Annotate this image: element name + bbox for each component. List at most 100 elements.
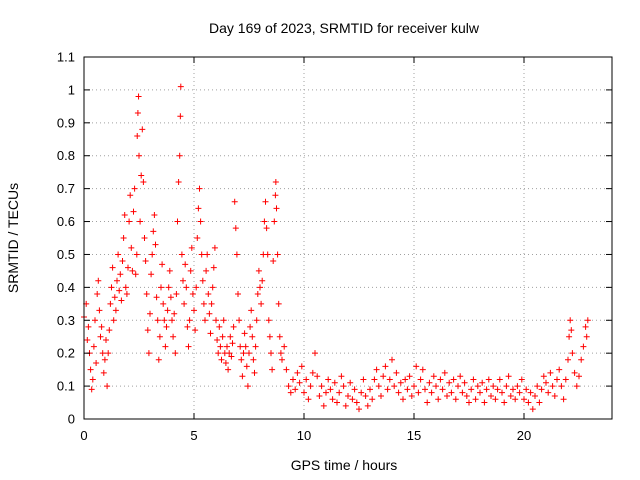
data-point xyxy=(240,350,247,357)
data-point xyxy=(298,363,305,370)
data-point xyxy=(192,327,199,334)
data-point xyxy=(353,399,360,406)
data-point xyxy=(479,379,486,386)
data-point xyxy=(219,333,226,340)
data-point xyxy=(494,386,501,393)
x-tick-label: 0 xyxy=(80,428,87,443)
data-point xyxy=(558,383,565,390)
data-point xyxy=(250,356,257,363)
data-point xyxy=(222,360,229,367)
data-point xyxy=(360,376,367,383)
data-point xyxy=(202,317,208,324)
data-point xyxy=(156,333,163,340)
data-point xyxy=(503,383,510,390)
data-point xyxy=(235,290,241,297)
data-point xyxy=(424,399,431,406)
data-point xyxy=(428,389,435,396)
data-point xyxy=(364,402,371,409)
data-point xyxy=(229,340,236,347)
data-point xyxy=(318,383,325,390)
data-point xyxy=(232,225,239,232)
data-point xyxy=(545,389,552,396)
data-point xyxy=(518,376,525,383)
data-point xyxy=(490,383,497,390)
data-point xyxy=(177,83,184,90)
data-point xyxy=(98,323,105,330)
data-point xyxy=(238,356,245,363)
data-point xyxy=(342,402,349,409)
data-point xyxy=(126,218,133,225)
data-point xyxy=(525,399,532,406)
data-point xyxy=(246,350,252,357)
data-point xyxy=(389,356,395,363)
data-point xyxy=(211,244,218,251)
data-point xyxy=(87,366,94,373)
data-point xyxy=(153,294,160,301)
data-point xyxy=(129,267,136,274)
data-point xyxy=(90,343,97,350)
y-tick-label: 0.4 xyxy=(57,280,75,295)
data-point xyxy=(160,300,167,307)
data-point xyxy=(400,396,406,403)
data-point xyxy=(150,228,157,235)
data-point xyxy=(444,392,450,399)
data-point xyxy=(200,300,207,307)
data-point xyxy=(198,251,205,258)
data-point xyxy=(336,389,343,396)
data-point xyxy=(120,235,127,241)
data-point xyxy=(261,218,268,225)
data-point xyxy=(178,251,185,258)
data-point xyxy=(197,218,204,225)
data-point xyxy=(463,392,470,399)
data-point xyxy=(195,205,202,212)
data-point xyxy=(122,284,129,291)
data-point xyxy=(171,310,178,317)
data-point xyxy=(149,251,156,258)
data-point xyxy=(316,392,323,399)
data-point xyxy=(543,379,549,386)
data-point xyxy=(137,218,144,225)
y-tick-label: 1 xyxy=(68,82,75,97)
data-point xyxy=(578,356,585,363)
data-point xyxy=(483,386,490,393)
data-point xyxy=(236,317,243,324)
data-point xyxy=(254,290,261,297)
data-point xyxy=(382,363,389,370)
data-point xyxy=(136,152,142,159)
data-point xyxy=(583,333,590,340)
data-point xyxy=(93,360,100,367)
data-point xyxy=(281,343,288,350)
data-point xyxy=(327,386,334,393)
data-point xyxy=(109,264,116,271)
data-point xyxy=(89,376,96,383)
data-point xyxy=(163,323,170,330)
y-tick-label: 0.5 xyxy=(57,247,75,262)
data-point xyxy=(176,152,183,159)
data-point xyxy=(270,258,277,265)
data-point xyxy=(244,383,251,390)
chart-title: Day 169 of 2023, SRMTID for receiver kul… xyxy=(209,20,480,36)
data-point xyxy=(386,376,393,383)
data-point xyxy=(218,356,225,363)
data-point xyxy=(272,192,279,199)
data-point xyxy=(334,399,340,406)
data-point xyxy=(408,392,415,399)
data-point xyxy=(204,251,211,258)
data-point xyxy=(117,271,124,278)
data-point xyxy=(147,310,153,317)
data-point xyxy=(226,350,233,357)
data-point xyxy=(472,396,479,403)
data-point xyxy=(193,284,200,291)
y-tick-label: 1.1 xyxy=(57,50,75,65)
data-point xyxy=(512,396,519,403)
data-point xyxy=(143,290,150,297)
data-point xyxy=(230,323,237,330)
data-point xyxy=(538,386,545,393)
data-point xyxy=(402,376,409,383)
data-point xyxy=(499,389,505,396)
data-point xyxy=(323,389,329,396)
data-point xyxy=(466,399,472,406)
data-point xyxy=(457,373,464,380)
data-point xyxy=(492,396,499,403)
data-point xyxy=(367,386,373,393)
